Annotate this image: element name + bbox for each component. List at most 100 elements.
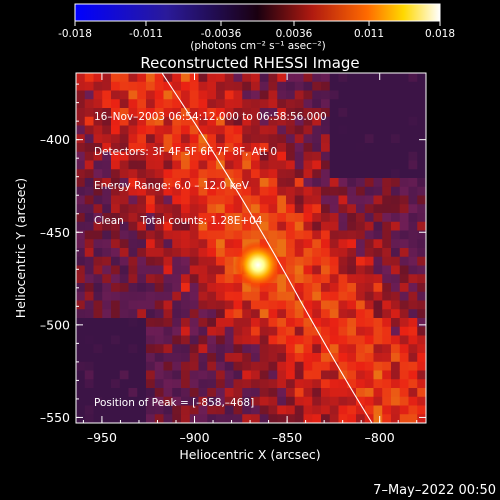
heatmap-cell xyxy=(93,230,103,240)
heatmap-cell xyxy=(84,125,95,135)
heatmap-cell xyxy=(312,90,322,100)
heatmap-cell xyxy=(189,265,200,275)
heatmap-cell xyxy=(417,291,426,302)
heatmap-cell xyxy=(84,291,95,302)
heatmap-cell xyxy=(417,204,426,214)
heatmap-cell xyxy=(189,204,200,214)
heatmap-cell xyxy=(338,160,348,170)
heatmap-cell xyxy=(224,344,235,354)
heatmap-cell xyxy=(338,221,348,232)
heatmap-cell xyxy=(76,99,86,109)
heatmap-cell xyxy=(303,151,313,162)
heatmap-cell xyxy=(233,370,243,380)
heatmap-cell xyxy=(137,353,147,363)
heatmap-cell xyxy=(93,73,103,83)
heatmap-cell xyxy=(286,221,296,232)
heatmap-cell xyxy=(137,195,147,205)
heatmap-cell xyxy=(111,344,121,354)
solar-limb xyxy=(161,73,373,423)
heatmap-cell xyxy=(154,73,165,83)
heatmap-cell xyxy=(172,178,182,188)
heatmap-cell xyxy=(102,151,112,162)
heatmap-cell xyxy=(417,143,426,153)
heatmap-cell xyxy=(242,90,252,100)
heatmap-cell xyxy=(76,248,86,258)
heatmap-cell xyxy=(286,361,296,372)
heatmap-cell xyxy=(172,265,182,275)
heatmap-cell xyxy=(119,370,130,380)
heatmap-cell xyxy=(93,204,103,214)
heatmap-cell xyxy=(102,73,112,83)
heatmap-cell xyxy=(224,388,235,398)
heatmap-cell xyxy=(93,256,103,267)
y-tick-label: –550 xyxy=(40,410,70,425)
heatmap-cell xyxy=(347,318,357,328)
heatmap-cell xyxy=(382,239,392,249)
heatmap-cell xyxy=(329,283,340,293)
heatmap-cell xyxy=(163,256,173,267)
heatmap-cell xyxy=(224,151,235,162)
heatmap-cell xyxy=(233,213,243,223)
heatmap-cell xyxy=(189,344,200,354)
heatmap-cell xyxy=(84,143,95,153)
heatmap-cell xyxy=(277,344,287,354)
heatmap-cell xyxy=(347,414,357,423)
heatmap-cell xyxy=(277,388,287,398)
heatmap-cell xyxy=(364,256,375,267)
heatmap-cell xyxy=(251,81,261,92)
heatmap-cell xyxy=(356,274,366,284)
heatmap-cell xyxy=(356,108,366,118)
heatmap-cell xyxy=(303,169,313,179)
heatmap-cell xyxy=(338,90,348,100)
heatmap-cell xyxy=(399,221,410,232)
heatmap-cell xyxy=(146,143,156,153)
heatmap-cell xyxy=(137,204,147,214)
heatmap-cell xyxy=(347,239,357,249)
heatmap-cell xyxy=(268,405,278,415)
heatmap-cell xyxy=(356,239,366,249)
heatmap-cell xyxy=(181,318,191,328)
heatmap-cell xyxy=(294,169,305,179)
heatmap-cell xyxy=(84,221,95,232)
heatmap-cell xyxy=(391,213,401,223)
heatmap-cell xyxy=(312,379,322,389)
heatmap-cell xyxy=(181,283,191,293)
heatmap-cell xyxy=(277,169,287,179)
heatmap-cell xyxy=(181,186,191,197)
heatmap-cell xyxy=(364,318,375,328)
heatmap-cell xyxy=(399,125,410,135)
heatmap-cell xyxy=(268,300,278,310)
heatmap-cell xyxy=(251,221,261,232)
colorbar-tick-label: 0.018 xyxy=(425,28,455,40)
heatmap-cell xyxy=(93,134,103,144)
heatmap-cell xyxy=(277,248,287,258)
heatmap-cell xyxy=(303,116,313,127)
heatmap-cell xyxy=(76,125,86,135)
heatmap-cell xyxy=(111,204,121,214)
heatmap-cell xyxy=(189,81,200,92)
heatmap-cell xyxy=(93,151,103,162)
heatmap-cell xyxy=(347,116,357,127)
heatmap-cell xyxy=(224,221,235,232)
heatmap-cell xyxy=(364,353,375,363)
heatmap-cell xyxy=(329,300,340,310)
heatmap-cell xyxy=(163,178,173,188)
heatmap-cell xyxy=(268,221,278,232)
heatmap-cell xyxy=(146,283,156,293)
heatmap-cell xyxy=(347,353,357,363)
heatmap-cell xyxy=(303,405,313,415)
heatmap-cell xyxy=(93,239,103,249)
heatmap-cell xyxy=(154,195,165,205)
heatmap-cell xyxy=(391,248,401,258)
heatmap-cell xyxy=(154,388,165,398)
heatmap-cell xyxy=(93,361,103,372)
heatmap-cell xyxy=(312,318,322,328)
heatmap-cell xyxy=(399,151,410,162)
heatmap-cell xyxy=(233,414,243,423)
heatmap-cell xyxy=(338,309,348,319)
heatmap-cell xyxy=(198,265,208,275)
heatmap-cell xyxy=(259,73,270,83)
heatmap-cell xyxy=(146,370,156,380)
heatmap-cell xyxy=(224,195,235,205)
heatmap-cell xyxy=(137,256,147,267)
